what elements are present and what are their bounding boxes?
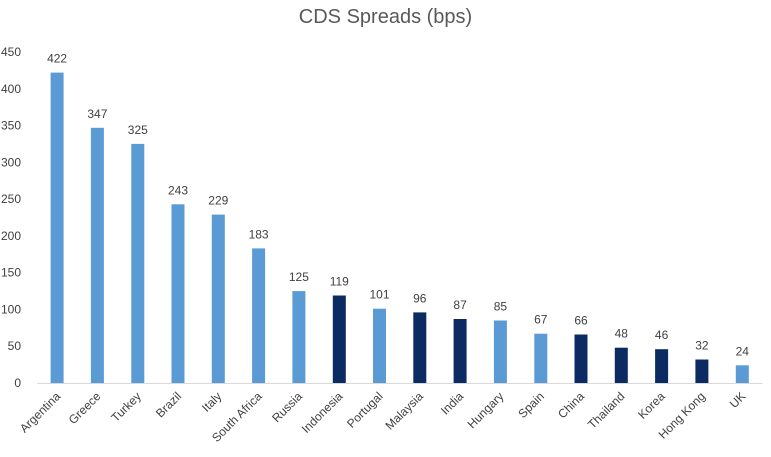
y-tick-label: 50 [8, 339, 22, 353]
bar [131, 143, 145, 383]
bar [90, 127, 104, 383]
y-axis-ticks: 0 50 100 150 200 250 300 350 400 450 [1, 45, 21, 390]
data-label: 325 [128, 123, 148, 137]
bar [534, 333, 548, 383]
x-tick-label: Turkey [108, 389, 144, 425]
x-tick-label: UK [727, 389, 749, 411]
data-label: 119 [330, 275, 349, 289]
data-label: 24 [736, 344, 750, 358]
bar [332, 295, 346, 383]
x-tick-label: Thailand [585, 389, 627, 431]
bar [493, 320, 507, 383]
bar [453, 319, 467, 383]
data-label: 125 [289, 270, 309, 284]
data-label: 243 [168, 183, 188, 197]
y-tick-label: 100 [1, 302, 21, 316]
x-tick-label: Argentina [17, 389, 63, 435]
data-label: 229 [208, 194, 228, 208]
data-label: 101 [369, 288, 389, 302]
x-tick-label: Italy [199, 389, 224, 414]
x-tick-label: Portugal [344, 389, 386, 431]
data-label: 67 [534, 313, 548, 327]
y-tick-label: 300 [1, 155, 21, 169]
bar [252, 248, 266, 383]
bar [574, 334, 588, 383]
data-label: 96 [413, 291, 427, 305]
data-label: 46 [655, 328, 669, 342]
y-tick-label: 350 [1, 119, 21, 133]
bar [50, 72, 64, 383]
data-label: 32 [695, 339, 709, 353]
bar [614, 347, 628, 383]
bar [292, 291, 306, 383]
y-tick-label: 150 [1, 266, 21, 280]
x-tick-label: Malaysia [383, 389, 427, 433]
data-label: 85 [494, 300, 508, 314]
data-label: 422 [47, 52, 67, 66]
x-tick-label: Indonesia [299, 389, 346, 436]
value-labels-group: 422 347 325 243 229 183 125 119 101 96 87 85 67 66 48 4… [47, 52, 749, 359]
y-tick-label: 400 [1, 82, 21, 96]
bar [211, 214, 225, 383]
bar [171, 204, 185, 383]
x-tick-label: Russia [269, 389, 305, 425]
x-tick-label: Hungary [465, 389, 507, 431]
chart-title: CDS Spreads (bps) [298, 6, 473, 28]
bar [735, 365, 749, 383]
bar [373, 308, 386, 383]
y-tick-label: 200 [1, 229, 21, 243]
y-tick-label: 0 [14, 376, 21, 390]
data-label: 66 [574, 314, 588, 328]
x-tick-label: China [555, 389, 587, 421]
data-label: 87 [453, 298, 467, 312]
x-tick-label: Spain [515, 389, 547, 421]
data-label: 347 [87, 107, 107, 121]
bars-group [50, 72, 749, 383]
bar [695, 359, 709, 383]
data-label: 48 [615, 327, 629, 341]
y-tick-label: 450 [1, 45, 21, 59]
x-tick-label: Brazil [153, 389, 184, 420]
x-tick-label: India [438, 389, 467, 418]
x-tick-label: Korea [635, 389, 668, 422]
bar [413, 312, 427, 383]
data-label: 183 [249, 227, 269, 241]
bar [655, 349, 669, 383]
y-tick-label: 250 [1, 192, 21, 206]
x-tick-label: Greece [66, 389, 104, 427]
